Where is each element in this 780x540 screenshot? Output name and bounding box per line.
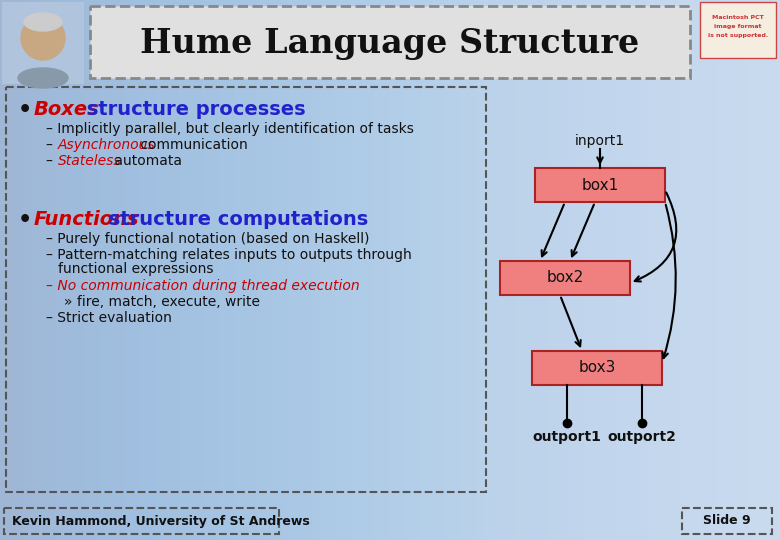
Text: communication: communication bbox=[136, 138, 248, 152]
Text: Stateless: Stateless bbox=[58, 154, 122, 168]
Text: outport1: outport1 bbox=[533, 430, 601, 444]
Text: box2: box2 bbox=[546, 271, 583, 286]
Text: Kevin Hammond, University of St Andrews: Kevin Hammond, University of St Andrews bbox=[12, 515, 310, 528]
Text: –: – bbox=[46, 138, 57, 152]
Text: – Pattern-matching relates inputs to outputs through: – Pattern-matching relates inputs to out… bbox=[46, 248, 412, 262]
FancyBboxPatch shape bbox=[500, 261, 630, 295]
Text: Hume Language Structure: Hume Language Structure bbox=[140, 28, 640, 60]
Text: – No communication during thread execution: – No communication during thread executi… bbox=[46, 279, 360, 293]
Text: structure processes: structure processes bbox=[80, 100, 306, 119]
Text: Functions: Functions bbox=[34, 210, 140, 229]
FancyBboxPatch shape bbox=[535, 168, 665, 202]
Text: inport1: inport1 bbox=[575, 134, 625, 148]
Text: structure computations: structure computations bbox=[102, 210, 368, 229]
FancyBboxPatch shape bbox=[700, 2, 776, 58]
FancyBboxPatch shape bbox=[2, 2, 84, 84]
Text: •: • bbox=[18, 210, 32, 230]
Text: image format: image format bbox=[714, 24, 762, 29]
Text: automata: automata bbox=[110, 154, 182, 168]
Text: – Purely functional notation (based on Haskell): – Purely functional notation (based on H… bbox=[46, 232, 370, 246]
Text: Slide 9: Slide 9 bbox=[704, 515, 751, 528]
Text: Macintosh PCT: Macintosh PCT bbox=[712, 15, 764, 20]
Text: box3: box3 bbox=[578, 361, 615, 375]
Text: Asynchronous: Asynchronous bbox=[58, 138, 156, 152]
Text: –: – bbox=[46, 154, 57, 168]
Text: box1: box1 bbox=[581, 178, 619, 192]
Text: functional expressions: functional expressions bbox=[58, 262, 214, 276]
Ellipse shape bbox=[18, 68, 68, 88]
Text: •: • bbox=[18, 100, 32, 120]
Text: Boxes: Boxes bbox=[34, 100, 100, 119]
Circle shape bbox=[21, 16, 65, 60]
Text: outport2: outport2 bbox=[608, 430, 676, 444]
Ellipse shape bbox=[24, 13, 62, 31]
FancyBboxPatch shape bbox=[532, 351, 662, 385]
Text: is not supported.: is not supported. bbox=[708, 33, 768, 38]
Text: – Implicitly parallel, but clearly identification of tasks: – Implicitly parallel, but clearly ident… bbox=[46, 122, 414, 136]
Text: – Strict evaluation: – Strict evaluation bbox=[46, 311, 172, 325]
Text: » fire, match, execute, write: » fire, match, execute, write bbox=[64, 295, 260, 309]
FancyBboxPatch shape bbox=[90, 6, 690, 78]
